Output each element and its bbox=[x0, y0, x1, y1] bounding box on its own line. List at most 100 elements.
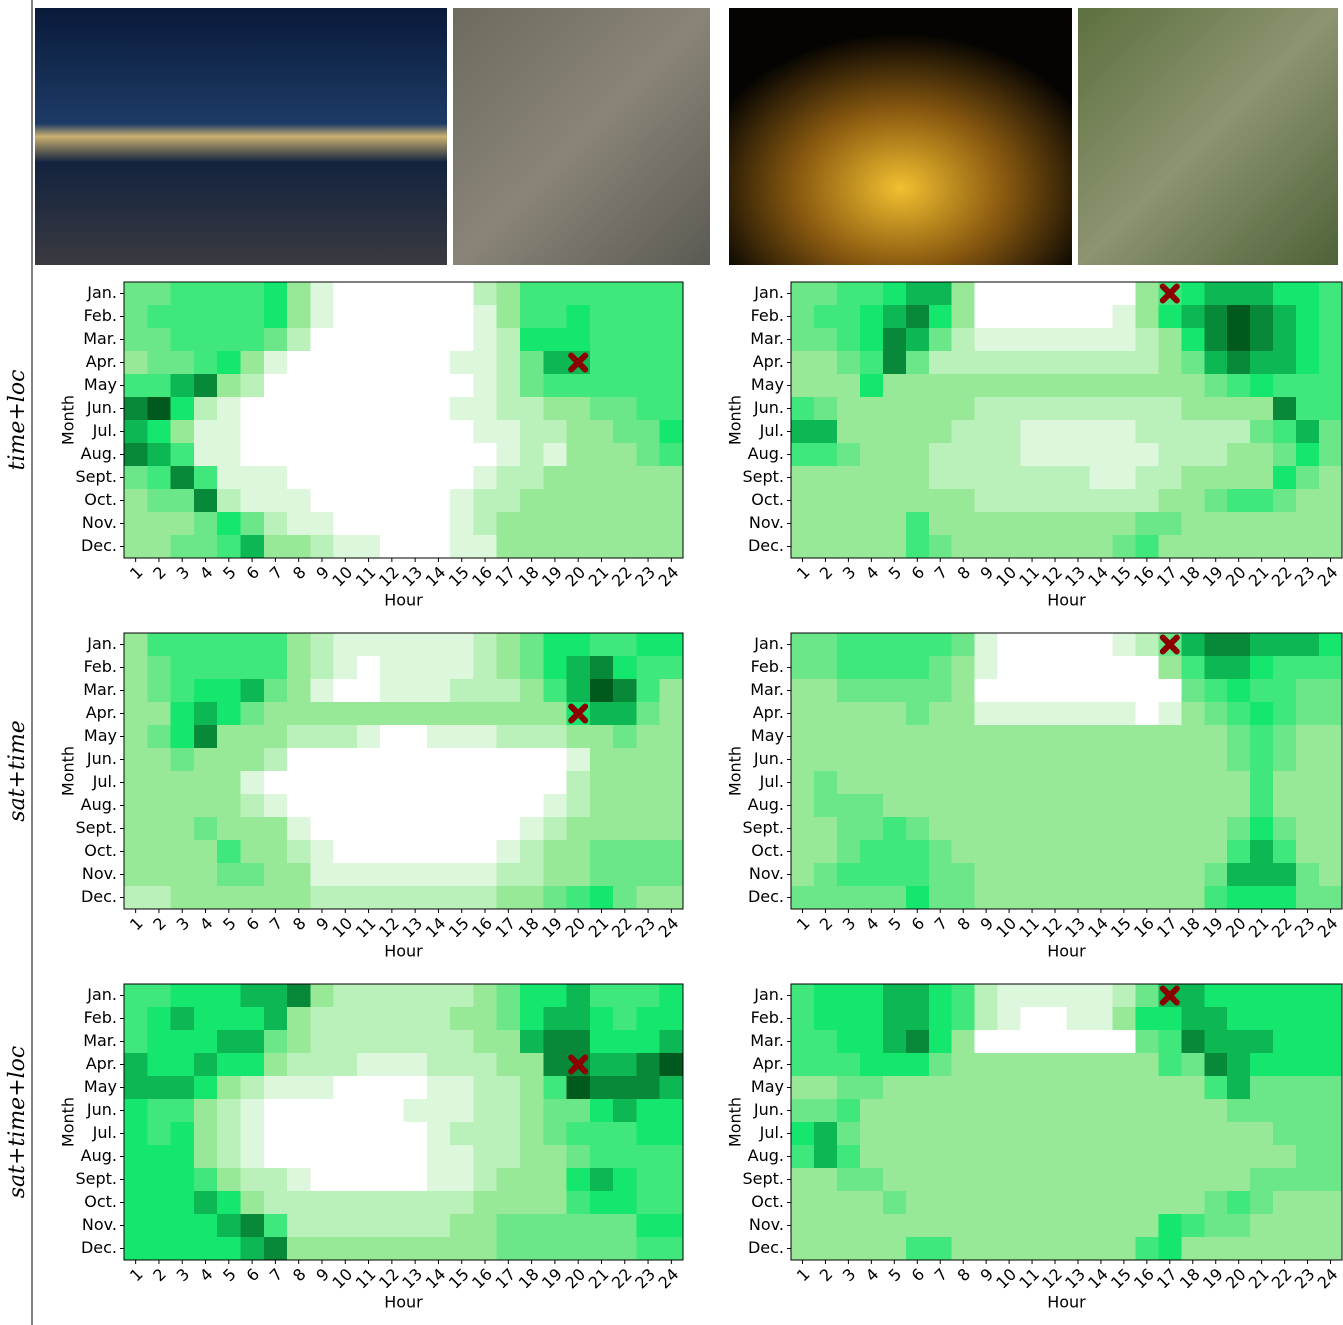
heatmap-cell bbox=[813, 1030, 838, 1054]
heatmap-cell bbox=[1112, 420, 1136, 444]
heatmap-cell bbox=[659, 397, 684, 421]
heatmap-cell bbox=[263, 840, 288, 864]
heatmap-cell bbox=[1181, 633, 1205, 657]
heatmap-cell bbox=[1319, 725, 1343, 749]
heatmap-cell bbox=[333, 1099, 358, 1123]
heatmap-cell bbox=[836, 1145, 861, 1169]
heatmap-cell bbox=[613, 702, 637, 726]
heatmap-cell bbox=[613, 984, 637, 1008]
heatmap-cell bbox=[859, 305, 884, 329]
heatmap-cell bbox=[928, 817, 953, 841]
heatmap-cell bbox=[974, 886, 999, 910]
heatmap-cell bbox=[905, 443, 930, 467]
heatmap-cell bbox=[997, 1122, 1022, 1146]
heatmap-cell bbox=[1089, 984, 1113, 1008]
heatmap-cell bbox=[589, 840, 614, 864]
heatmap-cell bbox=[859, 656, 884, 680]
heatmap-cell bbox=[1227, 1122, 1251, 1146]
heatmap-cell bbox=[543, 1214, 568, 1238]
heatmap-cell bbox=[217, 466, 241, 490]
heatmap-cell bbox=[473, 1214, 498, 1238]
heatmap-cell bbox=[859, 984, 884, 1008]
heatmap-cell bbox=[380, 1099, 404, 1123]
heatmap-cell bbox=[1273, 748, 1297, 772]
heatmap-cell bbox=[473, 817, 498, 841]
heatmap-cell bbox=[589, 282, 614, 306]
heatmap-cell bbox=[974, 1191, 999, 1215]
heatmap-cell bbox=[287, 633, 311, 657]
heatmap-cell bbox=[836, 305, 861, 329]
heatmap-cell bbox=[905, 984, 930, 1008]
heatmap-cell bbox=[217, 443, 241, 467]
heatmap-cell bbox=[473, 535, 498, 559]
heatmap-cell bbox=[1296, 282, 1320, 306]
heatmap-cell bbox=[380, 725, 404, 749]
heatmap-cell bbox=[1273, 328, 1297, 352]
heatmap-cell bbox=[1135, 305, 1159, 329]
y-tick-label: Jul. bbox=[759, 421, 784, 440]
x-tick-label: 3 bbox=[839, 914, 860, 935]
heatmap-cell bbox=[1181, 374, 1205, 398]
heatmap-cell bbox=[613, 420, 637, 444]
heatmap-cell bbox=[1066, 305, 1090, 329]
heatmap-cell bbox=[1296, 1168, 1320, 1192]
heatmap-cell bbox=[543, 466, 568, 490]
heatmap-cell bbox=[1020, 725, 1045, 749]
heatmap-cell bbox=[613, 633, 637, 657]
heatmap-cell bbox=[1204, 420, 1228, 444]
heatmap-cell bbox=[356, 702, 381, 726]
heatmap-cell bbox=[543, 1053, 568, 1077]
heatmap-cell bbox=[1273, 1030, 1297, 1054]
heatmap-cell bbox=[543, 420, 568, 444]
heatmap-cell bbox=[1043, 535, 1067, 559]
heatmap-cell bbox=[543, 679, 568, 703]
heatmap-cell bbox=[589, 817, 614, 841]
heatmap-cell bbox=[636, 1122, 661, 1146]
heatmap-cell bbox=[1227, 1007, 1251, 1031]
heatmap-cell bbox=[403, 725, 428, 749]
heatmap-cell bbox=[1043, 397, 1067, 421]
heatmap-cell bbox=[193, 420, 218, 444]
heatmap-cell bbox=[836, 1122, 861, 1146]
heatmap-cell bbox=[1319, 1053, 1343, 1077]
heatmap-cell bbox=[1158, 374, 1182, 398]
heatmap-cell bbox=[813, 1099, 838, 1123]
heatmap-cell bbox=[566, 1076, 591, 1100]
heatmap-cell bbox=[1089, 863, 1113, 887]
x-tick-label: 4 bbox=[196, 1265, 217, 1286]
heatmap-cell bbox=[287, 863, 311, 887]
heatmap-cell bbox=[636, 443, 661, 467]
heatmap-cell bbox=[859, 863, 884, 887]
heatmap-cell bbox=[859, 748, 884, 772]
heatmap-cell bbox=[1043, 794, 1067, 818]
heatmap-cell bbox=[1227, 817, 1251, 841]
heatmap-cell bbox=[882, 1168, 907, 1192]
heatmap-cell bbox=[473, 1030, 498, 1054]
heatmap-cell bbox=[170, 397, 195, 421]
heatmap-cell bbox=[905, 397, 930, 421]
heatmap-cell bbox=[1112, 794, 1136, 818]
heatmap-cell bbox=[1020, 1030, 1045, 1054]
heatmap-cell bbox=[928, 1145, 953, 1169]
heatmap-cell bbox=[1089, 702, 1113, 726]
y-tick-label: Mar. bbox=[83, 329, 117, 348]
heatmap-cell bbox=[566, 725, 591, 749]
heatmap-cell bbox=[636, 1099, 661, 1123]
heatmap-cell bbox=[1250, 1099, 1274, 1123]
heatmap-cell bbox=[1089, 489, 1113, 513]
heatmap-cell bbox=[496, 1122, 521, 1146]
heatmap-cell bbox=[1135, 886, 1159, 910]
heatmap-cell bbox=[496, 1168, 521, 1192]
heatmap-cell bbox=[380, 1122, 404, 1146]
y-tick-label: Apr. bbox=[86, 1054, 117, 1073]
heatmap-cell bbox=[951, 1237, 976, 1261]
y-tick-label: Jun. bbox=[86, 1100, 117, 1119]
heatmap-cell bbox=[1066, 817, 1090, 841]
heatmap-cell bbox=[791, 679, 815, 703]
heatmap-cell bbox=[1089, 886, 1113, 910]
heatmap-cell bbox=[380, 1214, 404, 1238]
heatmap-cell bbox=[636, 840, 661, 864]
heatmap-cell bbox=[836, 633, 861, 657]
heatmap-cell bbox=[1227, 794, 1251, 818]
heatmap-cell bbox=[613, 1168, 637, 1192]
